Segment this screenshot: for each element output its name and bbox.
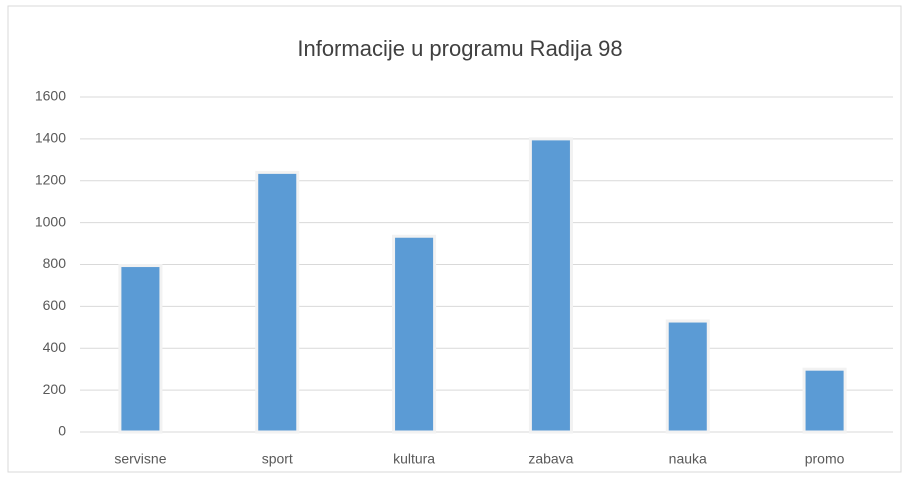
x-tick-label: zabava: [528, 451, 573, 467]
y-tick-label: 200: [43, 381, 67, 397]
x-tick-label: nauka: [669, 451, 707, 467]
y-tick-label: 1600: [35, 88, 66, 104]
x-tick-label: sport: [262, 451, 293, 467]
y-tick-label: 800: [43, 255, 67, 271]
bar: [392, 234, 437, 434]
bar: [802, 367, 847, 434]
bar: [255, 170, 300, 434]
x-tick-label: promo: [805, 451, 845, 467]
y-tick-label: 1200: [35, 171, 66, 187]
bar: [118, 264, 163, 434]
bar: [528, 137, 573, 434]
bar: [665, 319, 710, 434]
x-tick-label: kultura: [393, 451, 435, 467]
chart-title: Informacije u programu Radija 98: [297, 36, 622, 61]
y-tick-label: 1400: [35, 130, 66, 146]
y-tick-label: 400: [43, 339, 67, 355]
x-tick-label: servisne: [114, 451, 166, 467]
y-tick-label: 600: [43, 297, 67, 313]
y-tick-label: 1000: [35, 213, 66, 229]
y-tick-label: 0: [58, 423, 66, 439]
